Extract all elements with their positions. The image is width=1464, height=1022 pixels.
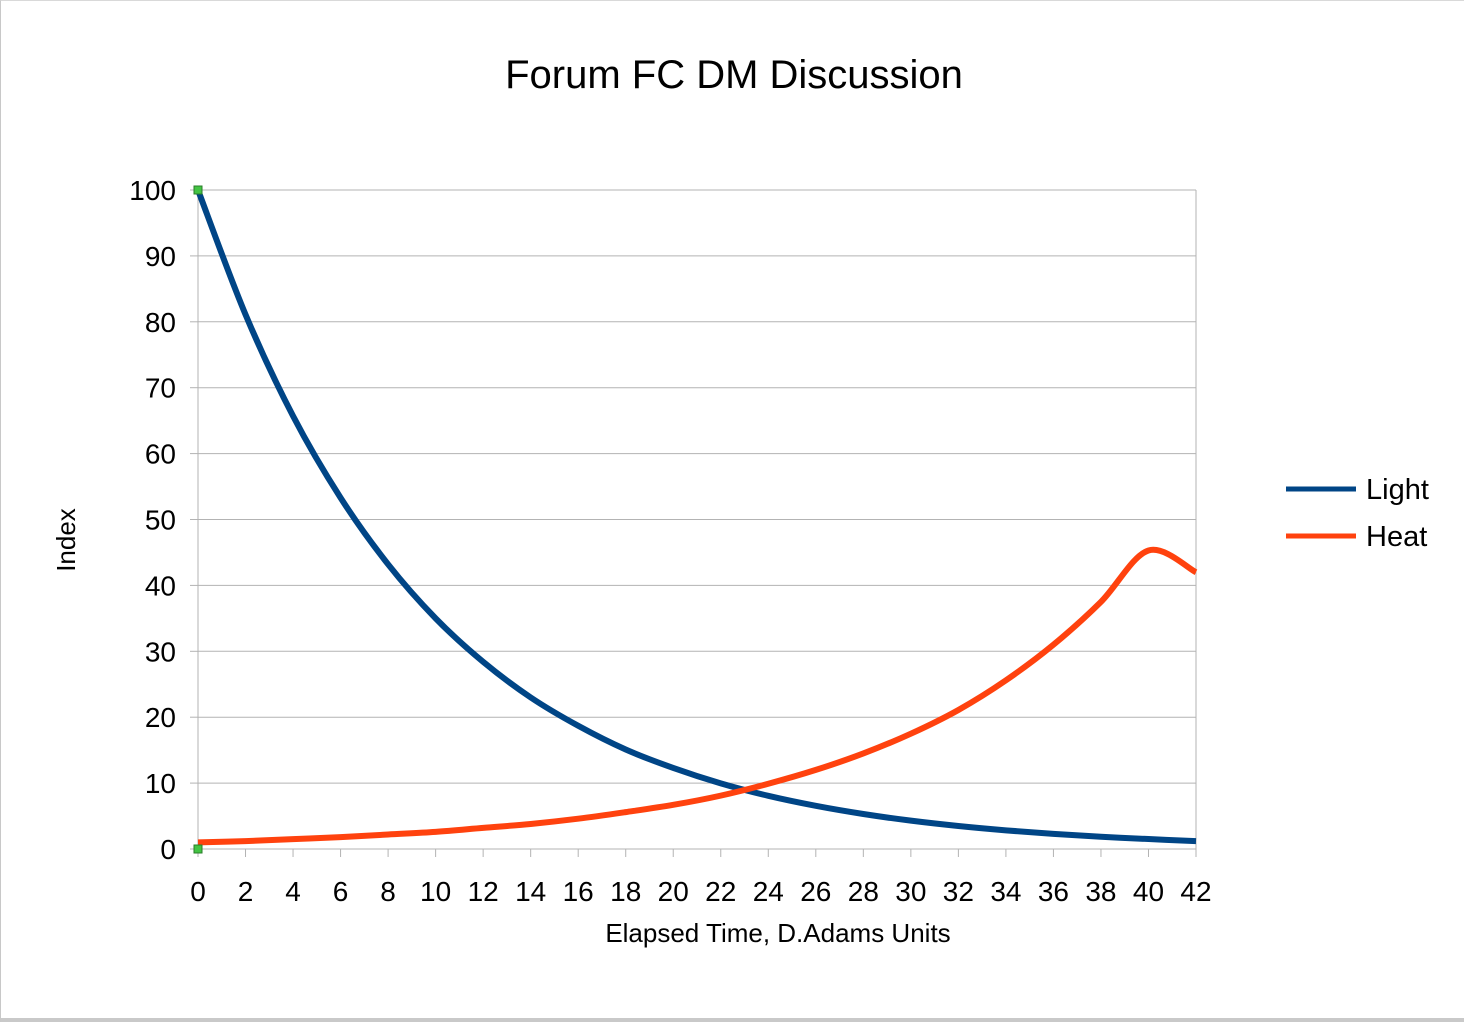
x-tick-label: 10 bbox=[420, 876, 451, 907]
selection-handle[interactable] bbox=[193, 844, 203, 854]
y-tick-label: 100 bbox=[129, 175, 176, 206]
series-line-light bbox=[195, 188, 1197, 845]
x-tick-label: 24 bbox=[753, 876, 784, 907]
x-tick-label: 28 bbox=[848, 876, 879, 907]
x-tick-label: 12 bbox=[468, 876, 499, 907]
y-tick-label: 30 bbox=[145, 636, 176, 667]
y-tick-label: 60 bbox=[145, 439, 176, 470]
x-tick-label: 42 bbox=[1180, 876, 1211, 907]
x-tick-label: 8 bbox=[380, 876, 396, 907]
series-line-heat bbox=[197, 546, 1198, 846]
x-tick-label: 0 bbox=[190, 876, 206, 907]
x-tick-label: 2 bbox=[238, 876, 254, 907]
y-tick-label: 70 bbox=[145, 373, 176, 404]
x-tick-label: 36 bbox=[1038, 876, 1069, 907]
legend-label-heat: Heat bbox=[1366, 521, 1427, 553]
x-tick-label: 30 bbox=[895, 876, 926, 907]
x-tick-label: 14 bbox=[515, 876, 546, 907]
x-tick-label: 20 bbox=[658, 876, 689, 907]
x-tick-label: 34 bbox=[990, 876, 1021, 907]
legend-label-light: Light bbox=[1366, 474, 1429, 506]
x-tick-label: 18 bbox=[610, 876, 641, 907]
chart-title: Forum FC DM Discussion bbox=[505, 53, 963, 97]
y-tick-label: 50 bbox=[145, 505, 176, 536]
y-tick-label: 10 bbox=[145, 768, 176, 799]
x-tick-label: 6 bbox=[333, 876, 349, 907]
y-tick-label: 20 bbox=[145, 702, 176, 733]
y-tick-label: 40 bbox=[145, 570, 176, 601]
y-tick-label: 80 bbox=[145, 307, 176, 338]
y-axis-title: Index bbox=[51, 508, 81, 572]
legend: Light Heat bbox=[1286, 474, 1429, 553]
series-lines bbox=[195, 188, 1198, 846]
x-tick-label: 26 bbox=[800, 876, 831, 907]
x-tick-label: 38 bbox=[1085, 876, 1116, 907]
x-tick-label: 32 bbox=[943, 876, 974, 907]
y-tick-label: 90 bbox=[145, 241, 176, 272]
selection-handle[interactable] bbox=[193, 185, 203, 195]
x-tick-label: 22 bbox=[705, 876, 736, 907]
x-axis-title: Elapsed Time, D.Adams Units bbox=[605, 918, 950, 948]
gridlines bbox=[197, 189, 1197, 850]
selection-markers bbox=[193, 185, 203, 854]
x-tick-label: 16 bbox=[563, 876, 594, 907]
x-tick-label: 40 bbox=[1133, 876, 1164, 907]
y-tick-label: 0 bbox=[160, 834, 176, 865]
y-axis-ticks: 0 10 20 30 40 50 60 70 80 90 100 bbox=[129, 175, 198, 865]
x-axis-ticks: 0 2 4 6 8 10 12 14 16 18 20 22 24 26 28 30 32 34 36 38 40 42 bbox=[190, 849, 1212, 907]
x-tick-label: 4 bbox=[285, 876, 301, 907]
